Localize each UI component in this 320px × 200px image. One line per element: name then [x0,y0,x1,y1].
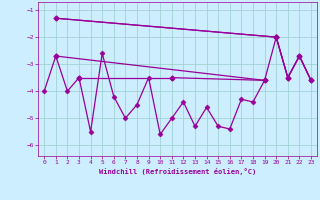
X-axis label: Windchill (Refroidissement éolien,°C): Windchill (Refroidissement éolien,°C) [99,168,256,175]
